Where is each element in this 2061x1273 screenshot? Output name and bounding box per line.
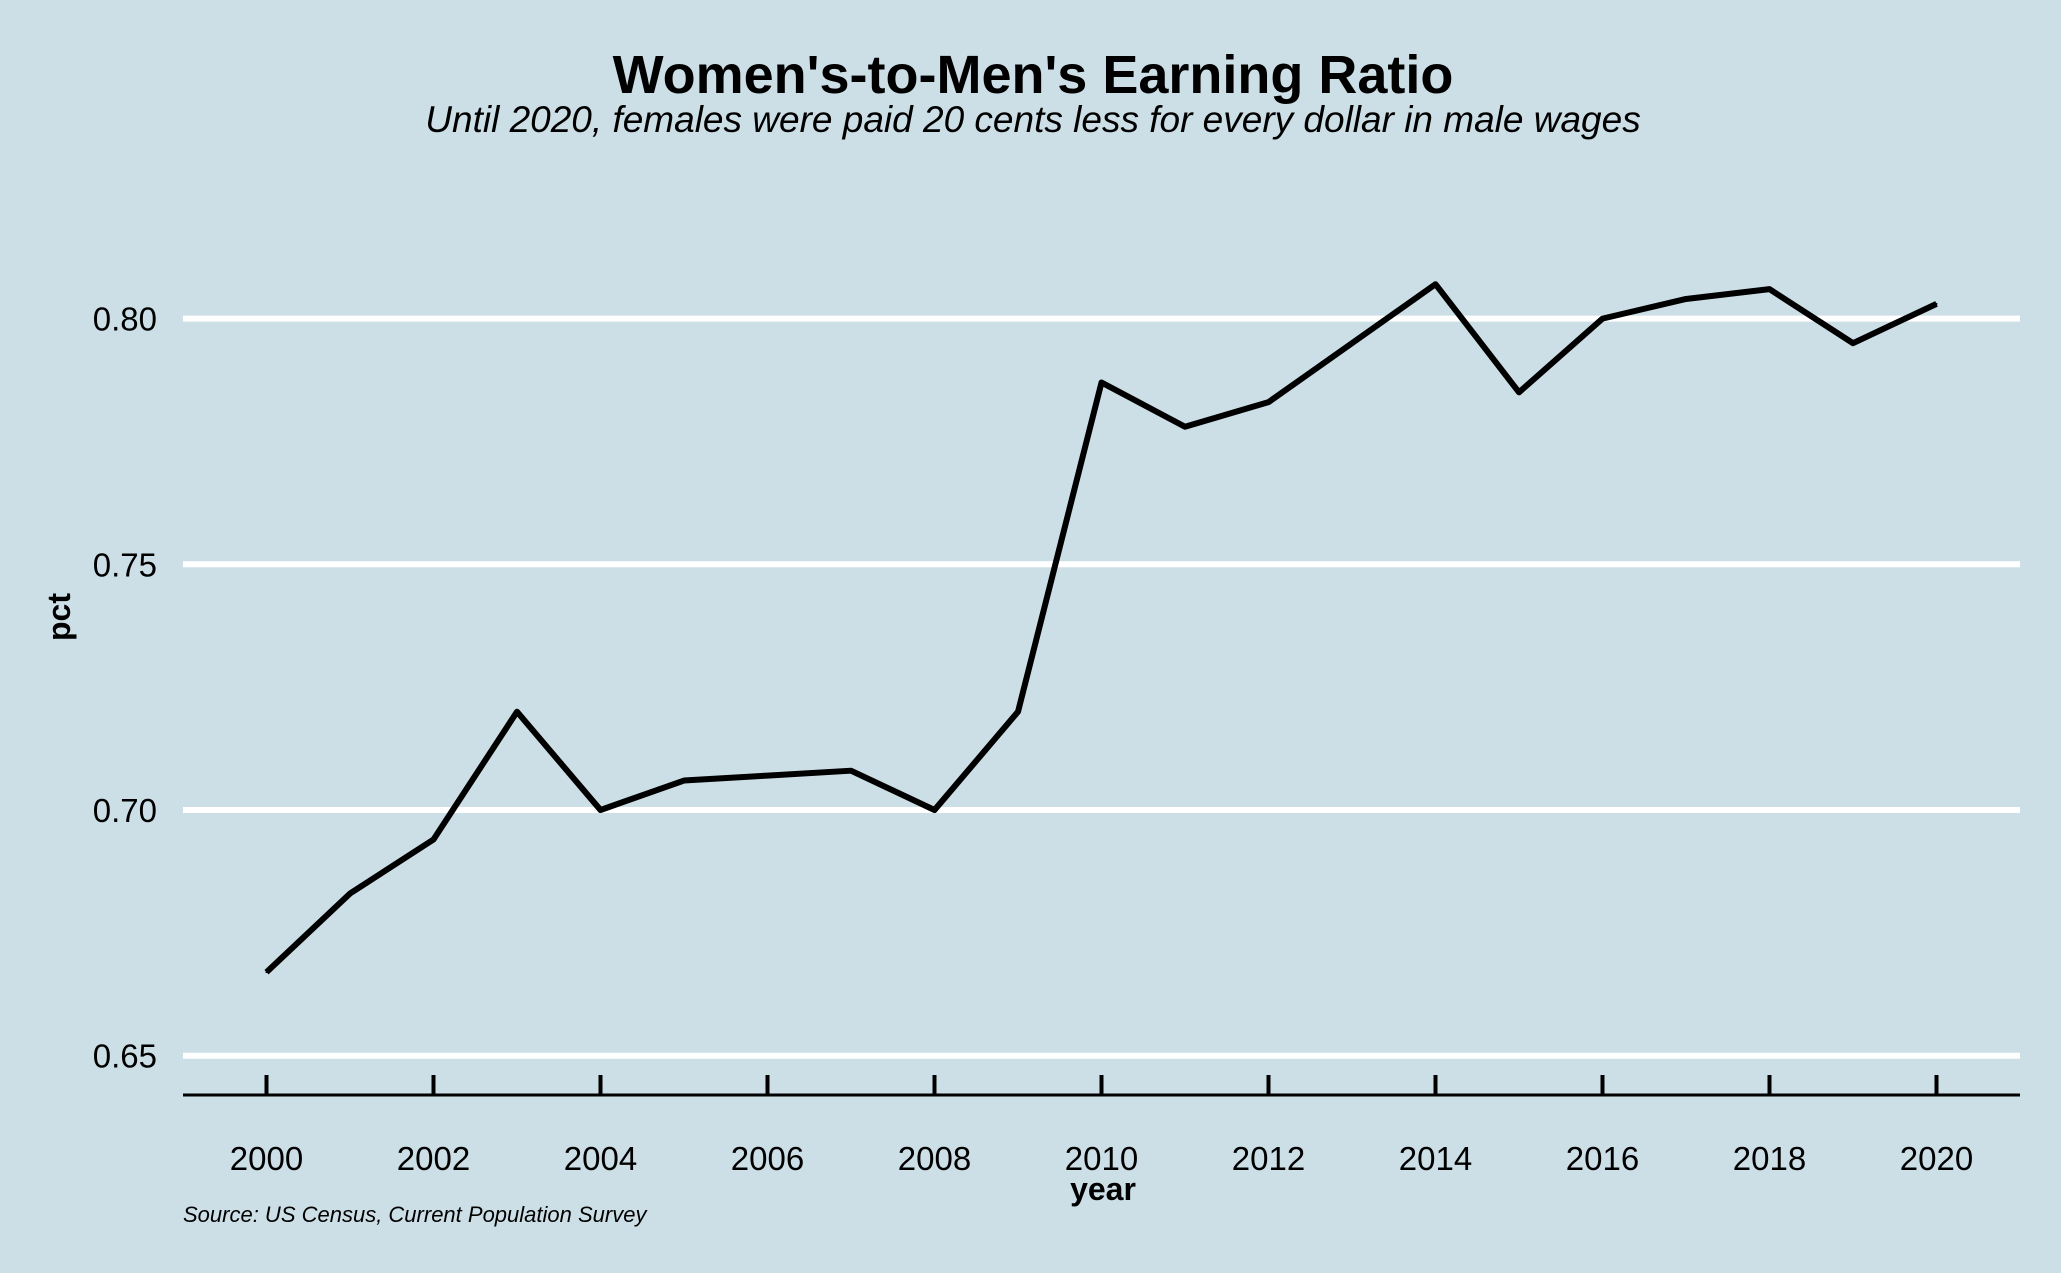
x-tick-label: 2006 bbox=[731, 1140, 804, 1177]
x-axis-title: year bbox=[1070, 1171, 1136, 1207]
data-point bbox=[1685, 297, 1687, 300]
data-point bbox=[1351, 342, 1353, 345]
x-axis: 2000 2002 2004 2006 2008 2010 2012 2014 2016 2018… bbox=[183, 1075, 2020, 1177]
x-tick-label: 2012 bbox=[1232, 1140, 1305, 1177]
y-axis: 0.65 0.70 0.75 0.80 bbox=[93, 301, 157, 1075]
x-tick-label: 2010 bbox=[1065, 1140, 1138, 1177]
data-point bbox=[516, 710, 518, 713]
x-tick-label: 2000 bbox=[230, 1140, 303, 1177]
data-point bbox=[599, 809, 602, 811]
data-point bbox=[1601, 317, 1604, 320]
series-lines bbox=[264, 281, 1938, 975]
y-tick-label: 0.70 bbox=[93, 792, 157, 829]
x-tick-label: 2018 bbox=[1733, 1140, 1806, 1177]
data-point bbox=[766, 774, 769, 777]
data-point bbox=[683, 779, 685, 782]
data-point bbox=[349, 892, 351, 895]
data-point bbox=[265, 971, 268, 974]
y-tick-label: 0.75 bbox=[93, 546, 157, 583]
source-caption: Source: US Census, Current Population Su… bbox=[183, 1202, 648, 1227]
x-tick-label: 2002 bbox=[397, 1140, 470, 1177]
data-point bbox=[1100, 381, 1103, 384]
x-tick-label: 2016 bbox=[1566, 1140, 1639, 1177]
x-tick-label: 2004 bbox=[564, 1140, 637, 1177]
y-axis-title: pct bbox=[41, 593, 77, 641]
data-point bbox=[1768, 288, 1771, 291]
data-point bbox=[1184, 425, 1186, 428]
data-point bbox=[1267, 401, 1270, 404]
data-point bbox=[933, 809, 936, 811]
y-tick-label: 0.80 bbox=[93, 301, 157, 338]
chart-title: Women's-to-Men's Earning Ratio bbox=[613, 45, 1454, 105]
data-point bbox=[1935, 302, 1938, 305]
data-point bbox=[850, 769, 852, 772]
x-tick-label: 2014 bbox=[1399, 1140, 1472, 1177]
data-point bbox=[1017, 710, 1019, 713]
y-tick-label: 0.65 bbox=[93, 1038, 157, 1075]
data-point bbox=[1852, 342, 1854, 345]
x-tick-label: 2008 bbox=[898, 1140, 971, 1177]
data-point bbox=[432, 838, 435, 841]
data-point bbox=[1434, 283, 1437, 286]
data-point bbox=[1518, 391, 1520, 394]
gridlines bbox=[183, 315, 2020, 1059]
x-tick-label: 2020 bbox=[1900, 1140, 1973, 1177]
chart-subtitle: Until 2020, females were paid 20 cents l… bbox=[425, 99, 1640, 140]
